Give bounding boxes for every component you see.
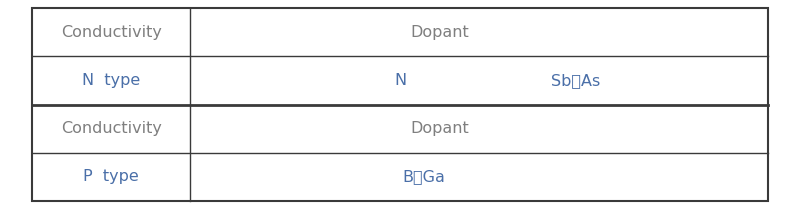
Text: P  type: P type — [83, 169, 139, 184]
Text: Conductivity: Conductivity — [61, 25, 162, 40]
Text: Dopant: Dopant — [410, 121, 470, 136]
Text: B、Ga: B、Ga — [402, 169, 446, 184]
Text: Conductivity: Conductivity — [61, 121, 162, 136]
Text: N: N — [394, 73, 406, 88]
Text: N  type: N type — [82, 73, 140, 88]
Text: Dopant: Dopant — [410, 25, 470, 40]
Text: Sb、As: Sb、As — [551, 73, 601, 88]
Text: N: N — [330, 73, 342, 88]
